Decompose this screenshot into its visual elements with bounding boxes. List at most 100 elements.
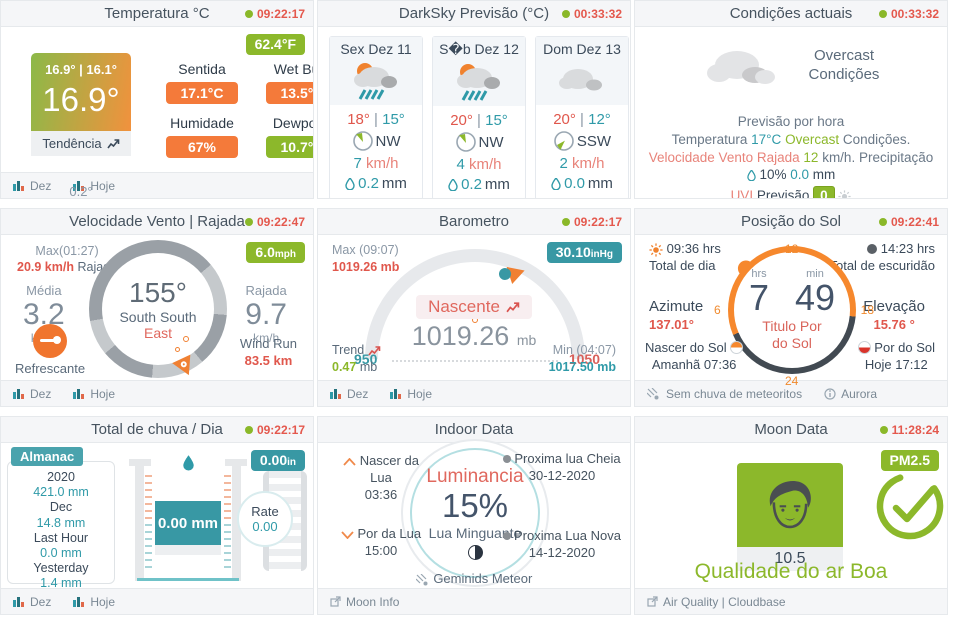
forecast-speed: 4 km/h [456,156,502,173]
forecast-speed: 2 km/h [559,155,605,172]
boy-face-icon [769,480,811,529]
stat-humidade-value: 67% [166,136,238,158]
barometer-unit-badge[interactable]: 30.10inHg [546,242,622,264]
link-air-quality-cloudbase[interactable]: Air Quality | Cloudbase [647,595,786,609]
bullet-icon [503,532,512,541]
moonrise: Nascer da Lua 03:36 [342,453,420,504]
cloudy-icon [559,69,602,91]
forecast-speed: 7 km/h [353,155,399,172]
darksky-title: DarkSky Previsão (°C) [398,5,550,22]
current-condition: Overcast Condições [635,41,947,91]
temperature-title: Temperatura °C [104,5,210,22]
wind-gust: Rajada 9.7 km/h [245,283,287,345]
bar-chart-icon [13,181,24,191]
sunset-icon [857,341,871,355]
link-dez[interactable]: Dez [330,387,368,401]
rain-sun-cloud-icon [354,63,397,100]
rain-title: Total de chuva / Dia [91,421,223,438]
barometer-body: Max (09:07) 1019.26 mb 30.10inHg Nascent… [318,235,630,380]
temperature-card: 16.9° | 16.1° 16.9° Tendência [31,53,131,156]
wind-footer: Dez Hoje [1,380,313,406]
wind-compass-gauge: 155° South South East [89,240,227,380]
forecast-temps: 18° | 15° [347,111,405,128]
bar-chart-icon [73,389,85,399]
forecast-wind: NW [433,129,525,155]
rain-header: Total de chuva / Dia 09:22:17 [1,417,313,443]
moon-luminance-circle: Luminancia 15% Lua Minguante [410,448,540,578]
stat-dewpoint: Dewpoint 10.7°C [259,115,313,158]
conditions-update-time: 00:33:32 [878,1,939,27]
rain-unit-badge[interactable]: 0.00in [250,450,305,472]
link-hoje[interactable]: Hoje [73,387,115,401]
status-dot [244,10,253,18]
barometer-footer: Dez Hoje [318,380,630,406]
forecast-temps: 20° | 12° [553,111,611,128]
pm25-badge[interactable]: PM2.5 [880,450,939,472]
status-dot [244,426,253,434]
wind-unit-badge[interactable]: 6.0mph [246,242,305,264]
trend-up-icon [506,301,520,312]
sun-update-time: 09:22:41 [878,209,939,235]
droplet-icon [345,177,355,190]
wind-update-time: 09:22:47 [244,209,305,235]
bar-chart-icon [330,389,341,399]
scale-max: 1050 [568,351,600,367]
moonset: Por da Lua 15:00 [336,526,426,560]
link-moon-info[interactable]: Moon Info [330,595,399,609]
stat-humidade: Humidade 67% [159,115,245,158]
forecast-day-name: S�b Dez 12 [439,41,519,57]
status-dot [878,10,887,18]
temperature-hi-lo: 16.9° | 16.1° [45,62,117,77]
link-dez[interactable]: Dez [13,595,51,609]
link-dez[interactable]: Dez [13,387,51,401]
status-dot [879,426,888,434]
wind-title: Velocidade Vento | Rajada [69,213,245,230]
forecast-rain: 0.2 mm [330,173,422,198]
link-dez[interactable]: Dez [13,179,51,193]
panel-rain: Total de chuva / Dia 09:22:17 0.00in Alm… [0,416,314,615]
panel-conditions: Condições actuais 00:33:32 Overcast Cond… [634,0,948,199]
temperature-body: 62.4°F 16.9° | 16.1° 16.9° Tendência 0.2… [1,27,313,198]
link-aurora[interactable]: Aurora [824,387,877,401]
forecast-rain: 0.2 mm [433,174,525,198]
forecast-day-name: Sex Dez 11 [340,41,412,57]
wind-direction-icon [455,132,476,152]
forecast-wind: SSW [536,128,628,154]
sun-title: Posição do Sol [740,213,842,230]
temperature-footer: Dez Hoje [1,172,313,198]
darksky-header: DarkSky Previsão (°C) 00:33:32 [318,1,630,27]
next-full-moon: Proxima lua Cheia 30-12-2020 [498,451,626,485]
air-footer: Air Quality | Cloudbase [635,588,947,614]
wind-chill-icon [33,324,68,358]
sun-header: Posição do Sol 09:22:41 [635,209,947,235]
sun-body: 09:36 hrs Total de dia 14:23 hrs Total d… [635,235,947,388]
link-hoje[interactable]: Hoje [73,595,115,609]
air-body: PM2.5 10.5 [635,443,947,588]
bar-chart-icon [13,597,24,607]
barometer-title: Barometro [438,213,510,230]
darksky-body: Sex Dez 11 18° | 15° [318,27,630,198]
link-hoje[interactable]: Hoje [390,387,432,401]
conditions-body: Overcast Condições Previsão por hora Tem… [635,27,947,198]
droplet-icon [448,178,458,191]
link-meteor-shower[interactable]: Sem chuva de meteoritos [647,387,802,401]
scale-dotted-line [392,360,558,362]
moon-body: Nascer da Lua 03:36 Luminancia 15% Lua M… [318,443,630,588]
darksky-update-time: 00:33:32 [561,1,622,27]
scale-min: 950 [354,351,378,367]
external-link-icon [330,596,341,607]
panel-temperature: Temperatura °C 09:22:17 62.4°F 16.9° | 1… [0,0,314,199]
almanac-row: Last Hour 0.0 mm [33,530,89,561]
external-link-icon [647,596,658,607]
luminance-title: Luminancia [426,466,524,488]
link-hoje[interactable]: Hoje [73,179,115,193]
dark-circle-icon [867,244,878,254]
temperature-update-time: 09:22:17 [244,1,305,27]
forecast-rain: 0.0 mm [536,173,628,198]
forecast-day-name: Dom Dez 13 [543,41,621,57]
moon-phase-name: Lua Minguante [428,524,522,541]
temperature-unit-badge[interactable]: 62.4°F [245,34,305,56]
bar-chart-icon [73,597,85,607]
sun-darkness: 14:23 hrs Total de escuridão [829,241,935,273]
